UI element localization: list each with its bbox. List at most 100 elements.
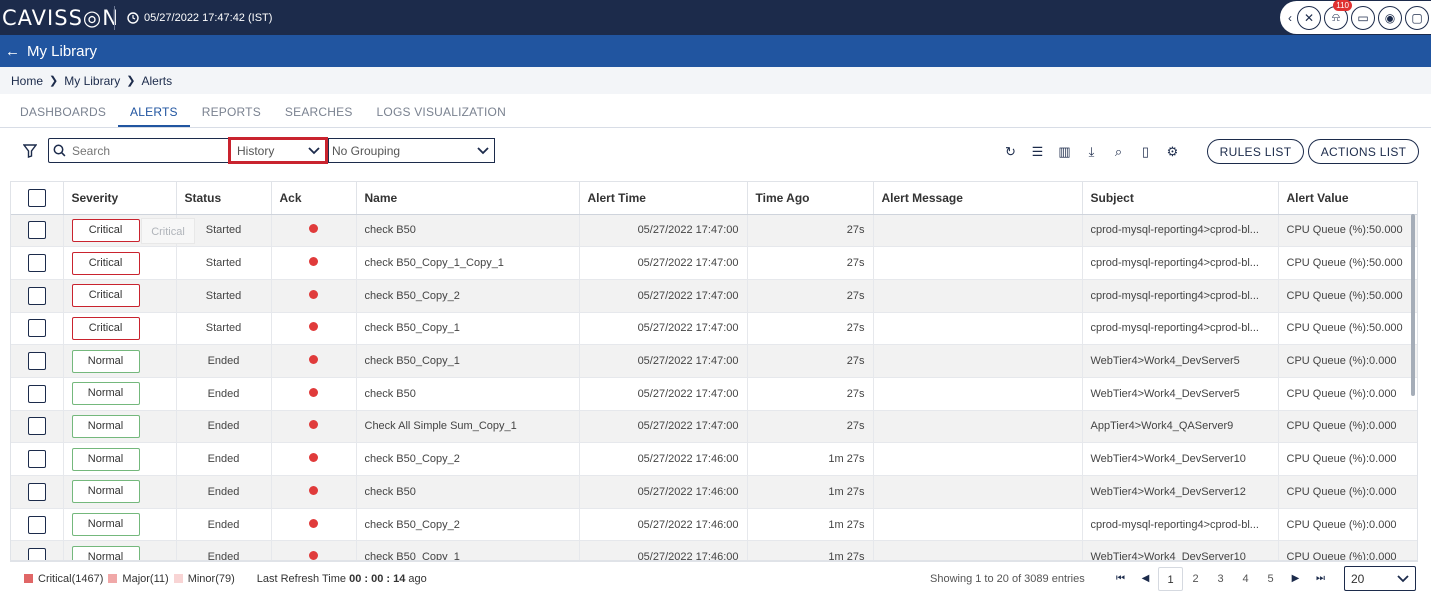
- row-checkbox[interactable]: [28, 221, 46, 240]
- column-header-alert-value[interactable]: Alert Value: [1278, 182, 1417, 215]
- table-row[interactable]: Critical Started check B50_Copy_1 05/27/202…: [11, 312, 1417, 346]
- alert-value-cell: CPU Queue (%):0.000: [1278, 377, 1417, 411]
- severity-cell: Normal: [63, 508, 177, 542]
- library-header: ← My Library: [0, 35, 1431, 67]
- alert-message-cell: [873, 246, 1083, 280]
- tools-icon[interactable]: ✕: [1297, 5, 1321, 30]
- ack-status-icon[interactable]: [309, 518, 318, 528]
- alert-value-cell: CPU Queue (%):0.000: [1278, 410, 1417, 444]
- search-box[interactable]: [48, 138, 230, 163]
- row-checkbox[interactable]: [28, 450, 46, 469]
- download-icon[interactable]: ⤓: [1088, 144, 1095, 159]
- table-row[interactable]: Normal Ended check B50_Copy_2 05/27/2022 17…: [11, 508, 1417, 542]
- prev-page-icon[interactable]: ◀: [1141, 573, 1150, 584]
- collapse-arrow-icon[interactable]: ‹: [1288, 10, 1292, 25]
- row-checkbox[interactable]: [28, 286, 46, 305]
- table-row[interactable]: Normal Ended check B50_Copy_1 05/27/2022 17…: [11, 344, 1417, 378]
- tab-searches[interactable]: SEARCHES: [284, 105, 353, 119]
- alert-time-cell: 05/27/2022 17:47:00: [579, 344, 748, 378]
- table-row[interactable]: Normal Ended check B50_Copy_2 05/27/2022 17…: [11, 442, 1417, 476]
- table-row[interactable]: Normal Ended check B50_Copy_1 05/27/2022 17…: [11, 540, 1417, 560]
- ack-status-icon[interactable]: [309, 289, 318, 299]
- alerts-table-container: Severity Status Ack Name Alert Time Time…: [10, 181, 1418, 561]
- ack-cell: [271, 279, 357, 313]
- edit-list-icon[interactable]: ☰: [1031, 144, 1044, 159]
- actions-list-button[interactable]: ACTIONS LIST: [1308, 139, 1419, 164]
- page-1[interactable]: 1: [1158, 567, 1183, 591]
- history-dropdown[interactable]: History: [228, 137, 328, 164]
- tab-dashboards[interactable]: DASHBOARDS: [20, 105, 107, 119]
- page-2[interactable]: 2: [1192, 573, 1199, 585]
- row-checkbox[interactable]: [28, 254, 46, 273]
- row-checkbox[interactable]: [28, 548, 46, 560]
- tab-logs-visualization[interactable]: LOGS VISUALIZATION: [376, 105, 506, 119]
- table-row[interactable]: Normal Ended check B50 05/27/2022 17:47:00 2…: [11, 377, 1417, 411]
- column-header-name[interactable]: Name: [356, 182, 580, 215]
- row-checkbox[interactable]: [28, 417, 46, 436]
- tab-reports[interactable]: REPORTS: [201, 105, 261, 119]
- column-header-time-ago[interactable]: Time Ago: [747, 182, 874, 215]
- select-all-checkbox[interactable]: [28, 188, 46, 207]
- row-checkbox[interactable]: [28, 482, 46, 501]
- table-row[interactable]: Critical Started check B50 05/27/2022 17:47…: [11, 214, 1417, 248]
- row-checkbox[interactable]: [28, 319, 46, 338]
- column-header-ack[interactable]: Ack: [271, 182, 357, 215]
- severity-badge: Normal: [71, 545, 140, 560]
- row-checkbox[interactable]: [28, 384, 46, 403]
- search-report-icon[interactable]: ⌕: [1114, 144, 1123, 159]
- column-header-severity[interactable]: Severity: [63, 182, 177, 215]
- ack-status-icon[interactable]: [309, 257, 318, 267]
- monitor-icon[interactable]: ▢: [1405, 5, 1429, 30]
- column-header-subject[interactable]: Subject: [1082, 182, 1279, 215]
- page-4[interactable]: 4: [1242, 573, 1249, 585]
- column-header-alert-message[interactable]: Alert Message: [873, 182, 1083, 215]
- legend-minor: Minor(79): [187, 572, 235, 585]
- back-arrow-icon[interactable]: ←: [5, 42, 20, 60]
- search-icon: [53, 144, 66, 157]
- search-input[interactable]: [72, 143, 212, 158]
- first-page-icon[interactable]: ⏮: [1116, 573, 1125, 584]
- ack-status-icon[interactable]: [309, 355, 318, 365]
- ack-status-icon[interactable]: [309, 485, 318, 495]
- name-cell: check B50_Copy_2: [356, 508, 580, 542]
- page-3[interactable]: 3: [1217, 573, 1224, 585]
- rules-list-button[interactable]: RULES LIST: [1207, 139, 1304, 164]
- time-ago-cell: 27s: [747, 410, 874, 444]
- table-row[interactable]: Normal Ended Check All Simple Sum_Copy_1 05…: [11, 410, 1417, 444]
- user-icon[interactable]: ◉: [1378, 5, 1402, 30]
- ack-status-icon[interactable]: [309, 387, 318, 397]
- table-row[interactable]: Critical Started check B50_Copy_2 05/27/202…: [11, 279, 1417, 313]
- ack-status-icon[interactable]: [309, 322, 318, 332]
- table-row[interactable]: Critical Started check B50_Copy_1_Copy_1 05…: [11, 246, 1417, 280]
- severity-cell: Critical: [63, 246, 177, 280]
- time-ago-cell: 27s: [747, 214, 874, 248]
- last-page-icon[interactable]: ⏭: [1316, 573, 1325, 584]
- ack-status-icon[interactable]: [309, 420, 318, 430]
- page-size-select[interactable]: 20: [1344, 566, 1416, 591]
- severity-badge: Normal: [71, 382, 140, 406]
- next-page-icon[interactable]: ▶: [1291, 573, 1300, 584]
- ack-status-icon[interactable]: [309, 224, 318, 234]
- columns-icon[interactable]: ▯: [1141, 144, 1150, 159]
- notification-bell-icon[interactable]: ⍾ 110: [1324, 0, 1352, 30]
- column-header-alert-time[interactable]: Alert Time: [579, 182, 748, 215]
- page-5[interactable]: 5: [1267, 573, 1274, 585]
- tab-alerts[interactable]: ALERTS: [118, 98, 190, 127]
- settings-gear-icon[interactable]: ⚙: [1166, 144, 1179, 159]
- table-row[interactable]: Normal Ended check B50 05/27/2022 17:46:00 1…: [11, 475, 1417, 509]
- grouping-dropdown[interactable]: No Grouping: [328, 138, 495, 163]
- display-icon[interactable]: ▭: [1351, 5, 1375, 30]
- ack-status-icon[interactable]: [309, 453, 318, 463]
- column-header-status[interactable]: Status: [176, 182, 272, 215]
- filter-icon[interactable]: [23, 144, 37, 158]
- table-scrollbar[interactable]: [1411, 214, 1415, 396]
- bar-chart-icon[interactable]: ▥: [1058, 144, 1071, 159]
- breadcrumb-home[interactable]: Home: [11, 73, 44, 88]
- ack-status-icon[interactable]: [309, 551, 318, 560]
- breadcrumb-my-library[interactable]: My Library: [64, 73, 121, 88]
- refresh-icon[interactable]: ↻: [1005, 144, 1016, 159]
- subject-cell: cprod-mysql-reporting4>cprod-bl...: [1082, 246, 1279, 280]
- row-checkbox[interactable]: [28, 515, 46, 534]
- row-checkbox[interactable]: [28, 352, 46, 371]
- row-select-cell: [11, 508, 64, 542]
